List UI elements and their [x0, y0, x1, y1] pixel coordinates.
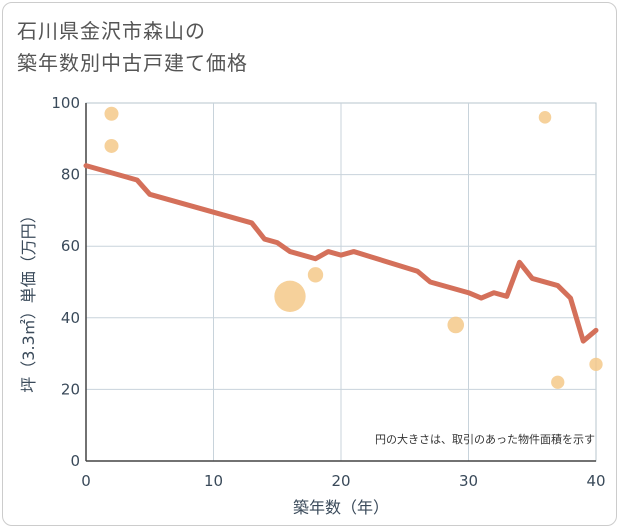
y-tick-label: 80: [61, 166, 80, 184]
grid: [85, 102, 597, 462]
scatter-point: [589, 357, 603, 371]
axis-ticks: 0 20 40 60 80 100 0 10 20 30 40: [51, 94, 605, 490]
title-line-2: 築年数別中古戸建て価格: [17, 51, 248, 75]
y-tick-label: 20: [61, 380, 80, 398]
scatter-points: [104, 106, 603, 389]
y-tick-label: 60: [61, 237, 80, 255]
scatter-point: [538, 111, 552, 124]
scatter-point: [104, 138, 119, 153]
average-price-line: [83, 163, 599, 344]
x-tick-label: 40: [586, 472, 605, 490]
y-axis-label: 坪（3.3㎡）単価（万円）: [19, 207, 38, 392]
scatter-point: [104, 106, 119, 121]
x-tick-label: 0: [81, 472, 91, 490]
y-tick-label: 40: [61, 309, 80, 327]
title-line-1: 石川県金沢市森山の: [17, 19, 206, 43]
y-tick-label: 100: [51, 94, 80, 112]
y-tick-label: 0: [70, 452, 80, 470]
chart-title: 石川県金沢市森山の 築年数別中古戸建て価格: [17, 15, 248, 79]
scatter-point: [307, 267, 324, 283]
x-tick-label: 30: [459, 472, 478, 490]
x-tick-label: 10: [204, 472, 223, 490]
x-axis-label: 築年数（年）: [293, 498, 389, 517]
scatter-point: [447, 316, 465, 334]
size-note: 円の大きさは、取引のあった物件面積を示す: [375, 432, 595, 446]
scatter-point: [551, 375, 565, 389]
scatter-point: [274, 280, 306, 312]
x-tick-label: 20: [331, 472, 350, 490]
